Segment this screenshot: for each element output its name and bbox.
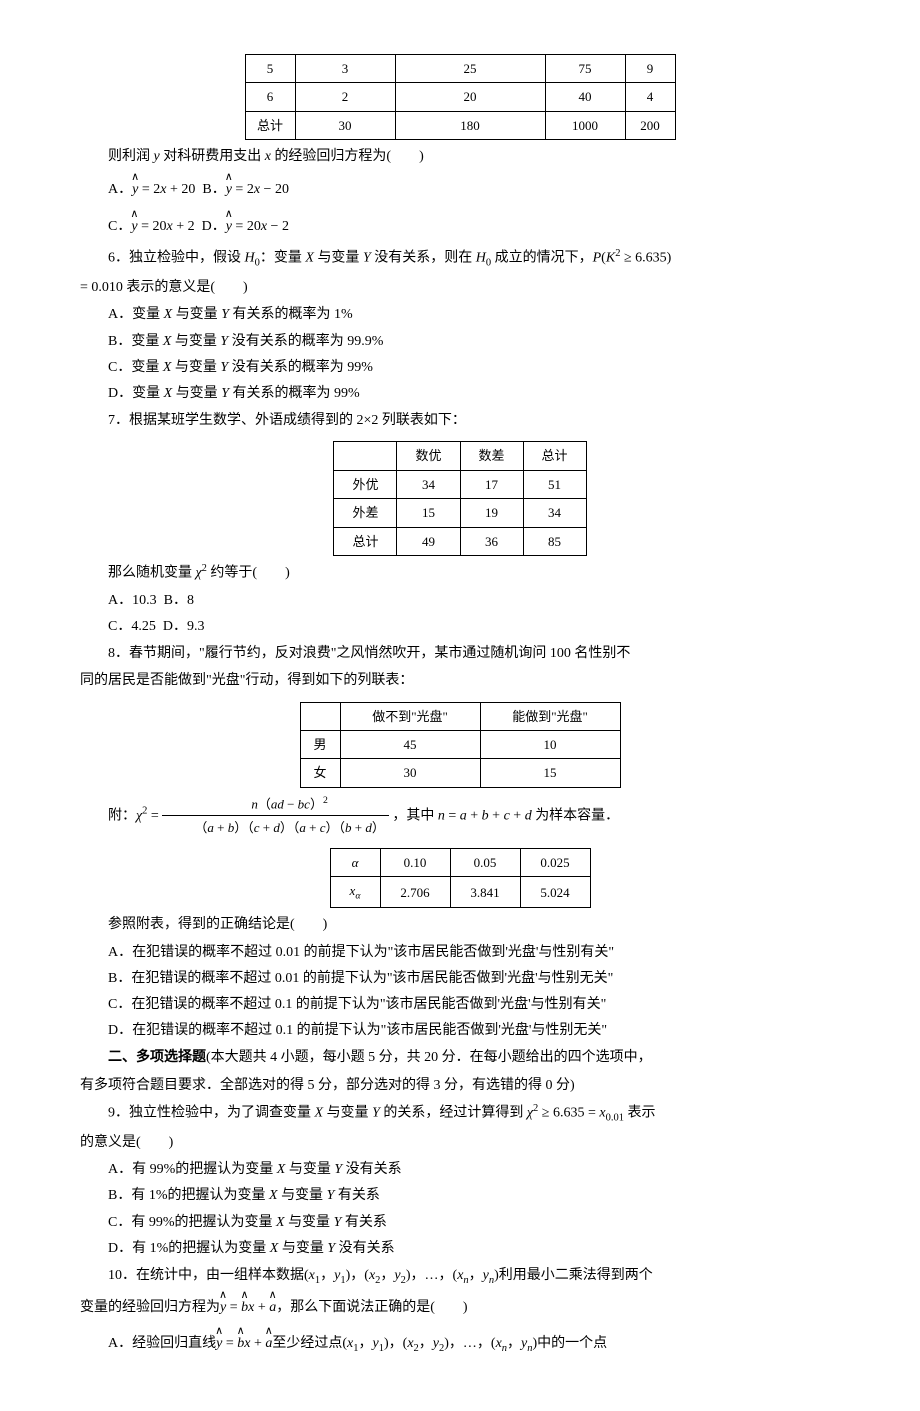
q9-option-a: A．有 99%的把握认为变量 X 与变量 Y 没有关系: [108, 1157, 840, 1182]
q5-options-ab: A．y = 2x + 20 B．y = 2x − 20: [108, 175, 840, 206]
q9-option-c: C．有 99%的把握认为变量 X 与变量 Y 有关系: [108, 1210, 840, 1235]
q5-options-cd: C．y = 20x + 2 D．y = 20x − 2: [108, 212, 840, 243]
section2-bold: 二、多项选择题: [108, 1050, 206, 1065]
q7-stem: 7．根据某班学生数学、外语成绩得到的 2×2 列联表如下：: [80, 408, 840, 433]
q6-stem-2: = 0.010 表示的意义是( ): [80, 275, 840, 300]
q7-followup: 那么随机变量 χ2 约等于( ): [80, 560, 840, 586]
table-row: 6 2 20 40 4: [245, 83, 675, 111]
q9-option-b: B．有 1%的把握认为变量 X 与变量 Y 有关系: [108, 1183, 840, 1208]
table-q8b: α 0.10 0.05 0.025 xα 2.706 3.841 5.024: [330, 848, 591, 909]
table-row: 总计 30 180 1000 200: [245, 111, 675, 139]
q8-stem-2: 同的居民是否能做到"光盘"行动，得到如下的列联表：: [80, 668, 840, 693]
table-q5-data: 5 3 25 75 9 6 2 20 40 4 总计 30 180 1000 2…: [245, 54, 676, 140]
q8-stem-1: 8．春节期间，"履行节约，反对浪费"之风悄然吹开，某市通过随机询问 100 名性…: [80, 641, 840, 666]
table-q8a: 做不到"光盘" 能做到"光盘" 男 45 10 女 30 15: [300, 702, 621, 788]
table-row: 5 3 25 75 9: [245, 55, 675, 83]
table-q7: 数优 数差 总计 外优 34 17 51 外差 15 19 34 总计 49 3…: [333, 441, 586, 556]
q8-option-b: B．在犯错误的概率不超过 0.01 的前提下认为"该市居民能否做到'光盘'与性别…: [108, 966, 840, 991]
q6-option-b: B．变量 X 与变量 Y 没有关系的概率为 99.9%: [108, 329, 840, 354]
q9-option-d: D．有 1%的把握认为变量 X 与变量 Y 没有关系: [108, 1236, 840, 1261]
q6-option-d: D．变量 X 与变量 Y 有关系的概率为 99%: [108, 381, 840, 406]
q8-option-d: D．在犯错误的概率不超过 0.1 的前提下认为"该市居民能否做到'光盘'与性别无…: [108, 1018, 840, 1043]
q9-stem-2: 的意义是( ): [80, 1130, 840, 1155]
section2-line2: 有多项符合题目要求．全部选对的得 5 分，部分选对的得 3 分，有选错的得 0 …: [80, 1073, 840, 1098]
q6-stem: 6．独立检验中，假设 H0：变量 X 与变量 Y 没有关系，则在 H0 成立的情…: [80, 245, 840, 273]
q8-attach: 附：χ2 = n（ad − bc）2 （a + b）（c + d）（a + c）…: [80, 792, 840, 840]
q8-followup: 参照附表，得到的正确结论是( ): [80, 912, 840, 937]
q7-option-cd: C．4.25 D．9.3: [108, 614, 840, 639]
q10-stem-1: 10．在统计中，由一组样本数据(x1，y1)，(x2，y2)，…，(xn，yn)…: [80, 1263, 840, 1291]
q10-option-a: A．经验回归直线y = bx + a至少经过点(x1，y1)，(x2，y2)，……: [108, 1329, 840, 1360]
q8-option-c: C．在犯错误的概率不超过 0.1 的前提下认为"该市居民能否做到'光盘'与性别有…: [108, 992, 840, 1017]
section2-heading: 二、多项选择题(本大题共 4 小题，每小题 5 分，共 20 分．在每小题给出的…: [80, 1045, 840, 1070]
q7-option-ab: A．10.3 B．8: [108, 588, 840, 613]
q6-option-a: A．变量 X 与变量 Y 有关系的概率为 1%: [108, 302, 840, 327]
q10-stem-2: 变量的经验回归方程为y = bx + a，那么下面说法正确的是( ): [80, 1293, 840, 1324]
q6-option-c: C．变量 X 与变量 Y 没有关系的概率为 99%: [108, 355, 840, 380]
q5-stem: 则利润 y 对科研费用支出 x 的经验回归方程为( ): [80, 144, 840, 169]
q8-option-a: A．在犯错误的概率不超过 0.01 的前提下认为"该市居民能否做到'光盘'与性别…: [108, 940, 840, 965]
q9-stem: 9．独立性检验中，为了调查变量 X 与变量 Y 的关系，经过计算得到 χ2 ≥ …: [80, 1100, 840, 1128]
section2-rest: (本大题共 4 小题，每小题 5 分，共 20 分．在每小题给出的四个选项中，: [206, 1050, 652, 1065]
